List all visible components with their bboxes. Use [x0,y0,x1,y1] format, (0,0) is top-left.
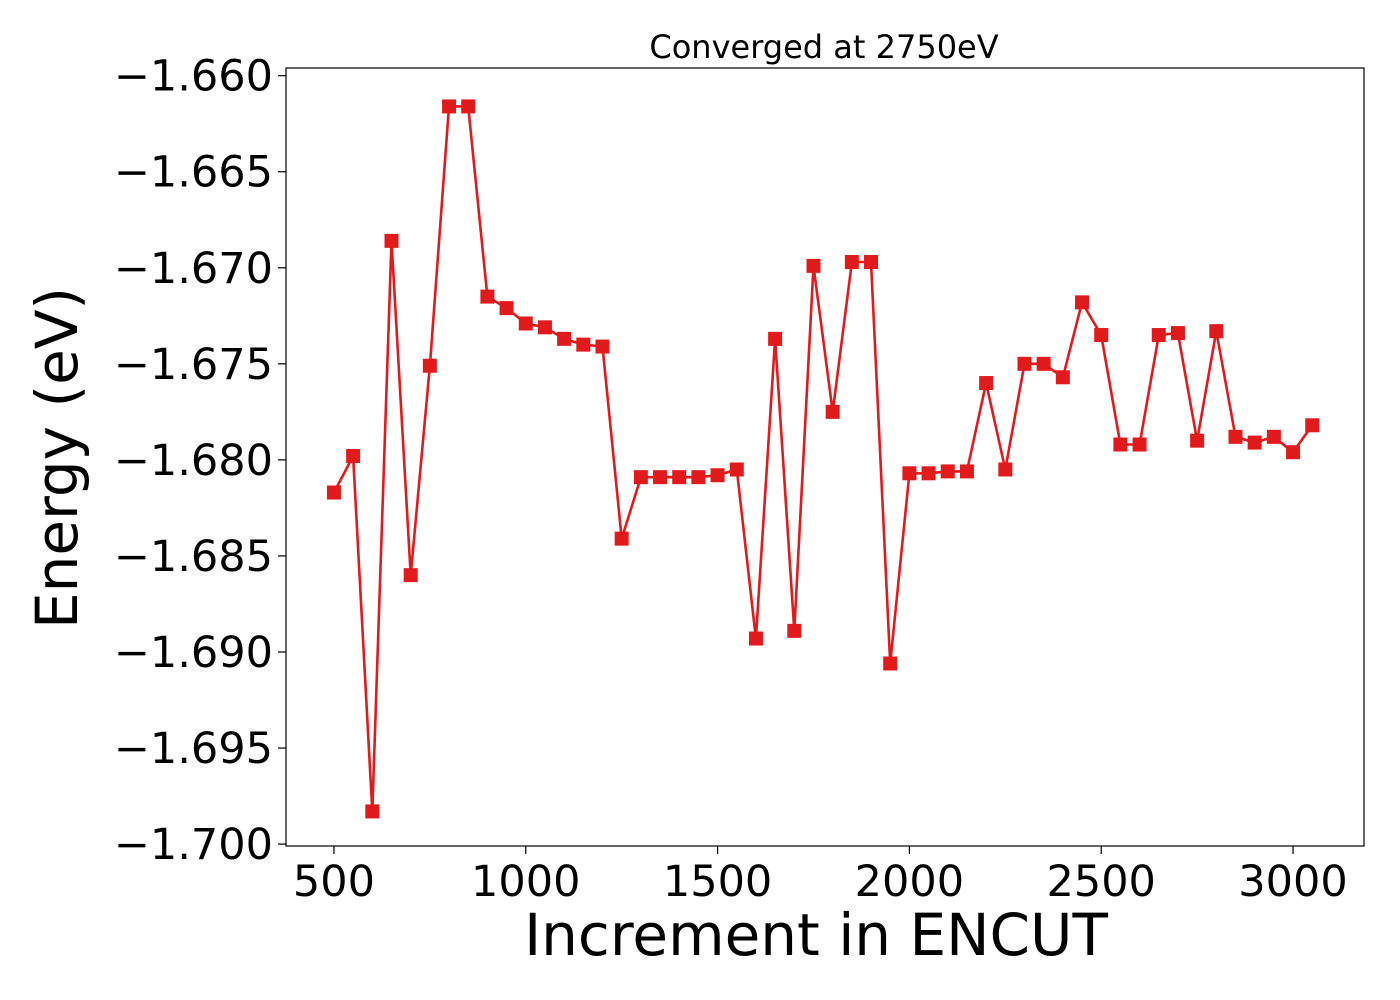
data-point-marker [672,470,687,485]
y-tick-label: −1.670 [114,244,273,294]
data-point-marker [1228,429,1243,444]
data-point-marker [748,631,763,646]
data-point-marker [940,464,955,479]
data-point-marker [1036,356,1051,371]
data-point-marker [422,358,437,373]
x-axis: 500 1000 1500 2000 2500 3000 [293,846,1348,907]
y-tick-label: −1.665 [114,148,273,198]
data-point-marker [1247,435,1262,450]
data-point-marker [480,289,495,304]
y-tick-label: −1.695 [114,724,273,774]
data-point-marker [1094,328,1109,343]
data-point-marker [1151,328,1166,343]
x-tick-label: 2000 [855,857,964,907]
data-point-marker [1286,445,1301,460]
data-point-marker [326,485,341,500]
x-tick-label: 1500 [663,857,772,907]
data-point-marker [806,258,821,273]
y-tick-label: −1.675 [114,340,273,390]
data-point-marker [902,466,917,481]
data-point-marker [633,470,648,485]
data-point-marker [518,316,533,331]
plot-area-frame [285,67,1365,847]
data-point-marker [864,255,879,270]
x-tick-label: 3000 [1238,857,1347,907]
data-point-marker [1075,295,1090,310]
y-tick-label: −1.680 [114,436,273,486]
data-point-marker [557,331,572,346]
data-point-marker [653,470,668,485]
data-point-marker [346,449,361,464]
series-layer [326,99,1320,819]
data-point-marker [1305,418,1320,433]
y-tick-label: −1.660 [114,52,273,102]
data-point-marker [1209,324,1224,339]
data-point-marker [729,462,744,477]
y-tick-label: −1.700 [114,820,273,870]
data-point-marker [595,339,610,354]
data-point-marker [537,320,552,335]
data-point-marker [614,531,629,546]
data-point-marker [1055,370,1070,385]
data-point-marker [499,301,514,316]
data-point-marker [384,233,399,248]
data-point-marker [921,466,936,481]
y-tick-label: −1.685 [114,532,273,582]
data-point-marker [365,804,380,819]
data-point-marker [787,623,802,638]
x-axis-title: Increment in ENCUT [524,901,1108,969]
data-point-marker [1190,433,1205,448]
x-tick-label: 500 [293,857,375,907]
data-point-marker [959,464,974,479]
data-point-marker [576,337,591,352]
data-point-marker [1132,437,1147,452]
data-point-marker [1266,429,1281,444]
data-point-marker [710,468,725,483]
y-tick-label: −1.690 [114,628,273,678]
data-point-marker [768,331,783,346]
data-point-marker [1113,437,1128,452]
data-point-marker [403,568,418,583]
data-point-marker [691,470,706,485]
y-axis: −1.660 −1.665 −1.670 −1.675 −1.680 −1.685 −1.6… [114,52,286,870]
data-point-marker [825,404,840,419]
x-tick-label: 2500 [1046,857,1155,907]
x-tick-label: 1000 [471,857,580,907]
data-point-marker [998,462,1013,477]
data-point-marker [1017,356,1032,371]
series-line [332,105,1314,813]
data-point-marker [844,255,859,270]
data-point-marker [442,99,457,114]
data-point-marker [461,99,476,114]
chart-title: Converged at 2750eV [649,28,998,66]
data-point-marker [1170,326,1185,341]
y-axis-title: Energy (eV) [23,287,91,629]
data-point-marker [883,656,898,671]
data-point-marker [979,376,994,391]
